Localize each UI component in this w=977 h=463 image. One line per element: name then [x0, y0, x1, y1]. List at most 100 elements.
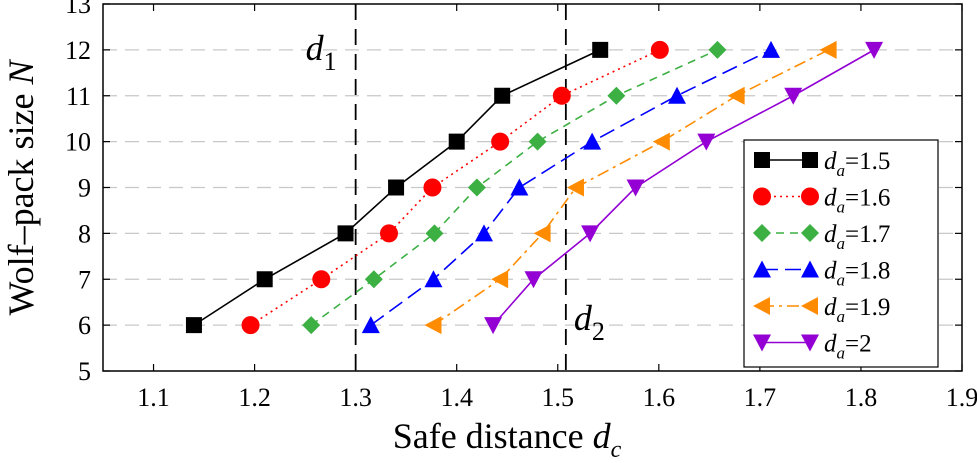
data-point: [510, 178, 529, 196]
legend: da=1.5da=1.6da=1.7da=1.8da=1.9da=2: [743, 139, 939, 368]
data-point: [424, 316, 442, 335]
data-point: [784, 87, 803, 105]
data-point: [361, 316, 380, 334]
data-point: [727, 86, 745, 105]
series-6: [484, 41, 884, 335]
legend-box: [743, 139, 939, 368]
data-point: [448, 133, 465, 150]
y-axis-label: Wolf–pack size N: [1, 59, 41, 316]
data-point: [626, 179, 645, 197]
y-axis-label-text: Wolf–pack size: [1, 85, 41, 316]
data-point: [185, 317, 202, 334]
data-point: [607, 86, 626, 105]
data-point: [364, 270, 383, 289]
marker-triangle-down: [753, 334, 771, 352]
data-point: [865, 41, 884, 59]
data-point: [697, 133, 716, 151]
data-point: [652, 132, 670, 151]
legend-label-value: =2: [845, 331, 872, 358]
series-5: [424, 40, 837, 335]
y-tick-label: 5: [78, 357, 91, 386]
legend-label-value: =1.8: [845, 258, 890, 285]
x-axis-label-var: d: [593, 416, 612, 456]
data-point: [491, 132, 510, 151]
legend-label-sub: a: [837, 234, 846, 253]
y-tick-label: 11: [66, 82, 91, 111]
data-point: [467, 178, 486, 197]
data-point: [423, 178, 442, 197]
legend-entry: da=1.5: [754, 148, 890, 180]
data-point: [424, 270, 443, 288]
data-point: [668, 86, 687, 104]
marker-square: [754, 152, 770, 168]
data-point: [312, 270, 331, 289]
series-3: [302, 40, 727, 335]
x-tick-label: 1.2: [238, 383, 271, 412]
marker-diamond: [801, 224, 819, 242]
data-point: [583, 132, 602, 150]
marker-circle: [753, 187, 771, 206]
legend-label-value: =1.7: [845, 221, 890, 248]
legend-label-var: d: [824, 258, 837, 285]
legend-label-sub: a: [837, 307, 846, 326]
reference-line-label: d1: [306, 28, 337, 76]
y-axis-label-var: N: [1, 59, 41, 86]
x-axis-label: Safe distance dc: [393, 416, 622, 463]
reference-line-label-sub: 1: [324, 47, 337, 76]
y-tick-label: 12: [65, 36, 91, 65]
legend-label-var: d: [824, 294, 837, 321]
series-4: [361, 40, 780, 334]
data-point: [388, 179, 405, 196]
x-tick-label: 1.5: [542, 383, 575, 412]
x-tick-label: 1.1: [137, 383, 170, 412]
legend-label-value: =1.9: [845, 294, 890, 321]
marker-triangle-down: [801, 334, 819, 352]
data-point: [425, 224, 444, 243]
data-point: [256, 271, 273, 288]
data-point: [241, 316, 260, 335]
legend-entry: da=2: [753, 331, 872, 363]
series-layer: [185, 40, 884, 335]
legend-label: da=1.8: [824, 258, 890, 290]
data-point: [491, 270, 509, 289]
data-point: [592, 41, 609, 58]
legend-entry: da=1.8: [753, 258, 890, 290]
x-tick-labels: 1.1 1.2 1.3 1.4 1.5 1.6 1.7 1.8 1.9: [137, 383, 977, 412]
y-tick-label: 13: [65, 0, 91, 19]
x-tick-label: 1.8: [845, 383, 878, 412]
x-tick-label: 1.6: [643, 383, 676, 412]
marker-triangle-left: [753, 297, 770, 315]
y-tick-label: 8: [78, 219, 91, 248]
data-point: [761, 40, 780, 58]
data-point: [379, 224, 398, 243]
reference-line-labels: d1 d2: [306, 28, 605, 346]
legend-label: da=1.7: [824, 221, 890, 253]
marker-triangle-left: [801, 297, 818, 315]
legend-label-sub: a: [837, 161, 846, 180]
legend-label: da=2: [824, 331, 872, 363]
marker-square: [802, 152, 818, 168]
legend-label-sub: a: [837, 344, 846, 363]
data-point: [650, 40, 669, 59]
y-tick-label: 10: [65, 128, 91, 157]
legend-label-value: =1.6: [845, 185, 890, 212]
legend-label-sub: a: [837, 198, 846, 217]
data-point: [494, 87, 511, 104]
reference-line-label-var: d: [574, 298, 593, 338]
data-point: [533, 224, 551, 243]
data-point: [474, 224, 493, 242]
x-tick-label: 1.4: [440, 383, 473, 412]
legend-label-var: d: [824, 185, 837, 212]
marker-diamond: [753, 224, 771, 242]
legend-entry: da=1.6: [753, 185, 890, 217]
data-point: [524, 271, 543, 289]
data-point: [708, 40, 727, 59]
legend-entry: da=1.7: [753, 221, 890, 253]
data-point: [528, 132, 547, 151]
x-axis-label-sub: c: [611, 437, 622, 463]
y-tick-label: 9: [78, 174, 91, 203]
reference-line-label-sub: 2: [592, 317, 605, 346]
legend-label: da=1.5: [824, 148, 890, 180]
x-tick-label: 1.7: [744, 383, 777, 412]
